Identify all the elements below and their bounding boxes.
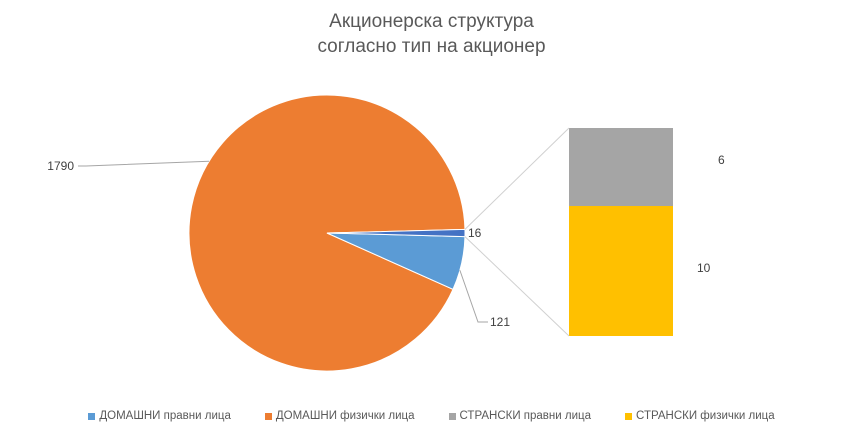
data-label-domestic-individual: 1790 — [47, 159, 74, 173]
legend-swatch-domestic-individual — [264, 412, 272, 420]
connector-line-bottom — [464, 236, 570, 337]
legend-swatch-domestic-legal — [88, 412, 96, 420]
legend-label-foreign-individual: СТРАНСКИ физички лица — [636, 410, 775, 422]
data-label-foreign-individual: 10 — [697, 261, 711, 275]
bar-segment-foreign-legal — [569, 128, 673, 206]
legend: ДОМАШНИ правни лица ДОМАШНИ физички лица… — [0, 410, 863, 422]
data-label-foreign-legal: 6 — [718, 153, 725, 167]
connector-line-top — [464, 127, 570, 230]
legend-item-foreign-legal: СТРАНСКИ правни лица — [448, 410, 592, 422]
legend-label-domestic-legal: ДОМАШНИ правни лица — [99, 410, 231, 422]
data-label-domestic-legal: 121 — [490, 315, 510, 329]
legend-item-domestic-legal: ДОМАШНИ правни лица — [88, 410, 231, 422]
legend-swatch-foreign-individual — [625, 412, 633, 420]
chart-title-line2: согласно тип на акционер — [317, 36, 546, 57]
bar-segment-foreign-individual — [569, 206, 673, 336]
data-label-other-group: 16 — [468, 226, 482, 240]
legend-label-foreign-legal: СТРАНСКИ правни лица — [459, 410, 592, 422]
pie-slice-other-group — [326, 228, 466, 238]
leader-line-domestic-individual — [78, 160, 210, 167]
legend-item-domestic-individual: ДОМАШНИ физички лица — [264, 410, 415, 422]
legend-item-foreign-individual: СТРАНСКИ физички лица — [625, 410, 775, 422]
legend-swatch-foreign-legal — [448, 412, 456, 420]
leader-line-domestic-legal — [459, 270, 488, 323]
chart-title-line1: Акционерска структура — [329, 11, 534, 32]
legend-label-domestic-individual: ДОМАШНИ физички лица — [275, 410, 415, 422]
